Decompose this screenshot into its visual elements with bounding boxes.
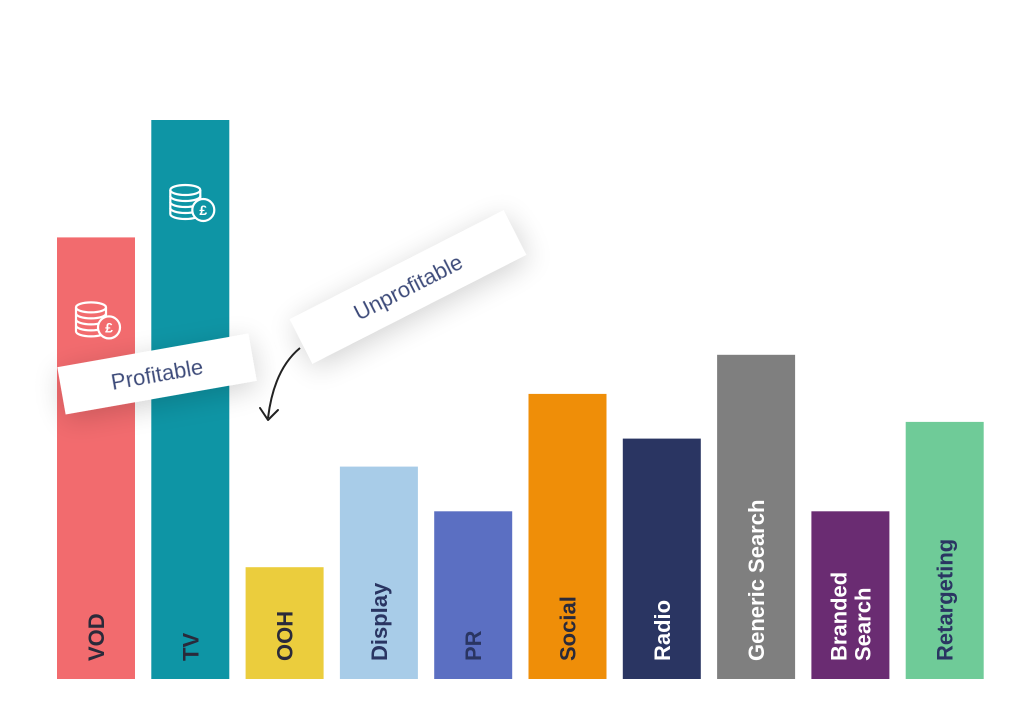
bar-display: [339, 466, 418, 679]
bar-labels: VOD TV OOH Display PR Social Radio Generic Sear…: [84, 500, 958, 661]
bar-label-line: Search: [850, 588, 875, 661]
pound-sign: £: [199, 202, 207, 218]
coins-pound-icon: £: [74, 301, 122, 340]
bar-label-tv: TV: [178, 633, 203, 661]
bar-label-line: Display: [367, 582, 392, 661]
bar-label-ooh: OOH: [273, 611, 298, 661]
bar-label-line: Radio: [650, 600, 675, 661]
curved-arrow-head: [259, 407, 279, 421]
bar-pr: [434, 511, 513, 679]
profitable-tag: Profitable: [57, 333, 257, 415]
bar-generic-search: [717, 354, 796, 679]
bar-label-line: PR: [461, 630, 486, 661]
bar-label-display: Display: [367, 582, 392, 661]
unprofitable-tag-box: [289, 210, 527, 364]
bar-radio: [622, 438, 701, 679]
bar-label-line: Retargeting: [933, 539, 958, 661]
bar-label-line: OOH: [273, 611, 298, 661]
bar-label-line: Generic Search: [744, 500, 769, 661]
bar-social: [528, 393, 607, 679]
curved-arrow-icon: [259, 347, 301, 421]
bar-tv: [151, 120, 230, 679]
icons: ££: [74, 183, 216, 340]
bar-retargeting: [905, 421, 984, 679]
bar-label-social: Social: [556, 596, 581, 661]
bar-label-branded-search: BrandedSearch: [826, 572, 875, 661]
bar-label-radio: Radio: [650, 600, 675, 661]
bar-label-line: TV: [178, 633, 203, 661]
bar-label-pr: PR: [461, 630, 486, 661]
profitable-tag-box: [57, 333, 257, 415]
unprofitable-tag: Unprofitable: [289, 210, 527, 364]
curved-arrow-path: [267, 347, 301, 419]
bar-label-line: VOD: [84, 613, 109, 661]
bar-label-line: Branded: [826, 572, 851, 661]
bar-label-generic-search: Generic Search: [744, 500, 769, 661]
bar-branded-search: [811, 511, 890, 679]
pound-sign: £: [105, 319, 113, 335]
coins-pound-icon-part: [96, 315, 122, 340]
bar-label-line: Social: [556, 596, 581, 661]
bar-label-vod: VOD: [84, 613, 109, 661]
coins-pound-icon-part: [191, 197, 216, 223]
bar-ooh: [245, 567, 324, 679]
bar-vod: [57, 237, 135, 679]
bar-label-retargeting: Retargeting: [933, 539, 958, 661]
bars: [57, 120, 984, 679]
coins-pound-icon: £: [169, 183, 216, 223]
